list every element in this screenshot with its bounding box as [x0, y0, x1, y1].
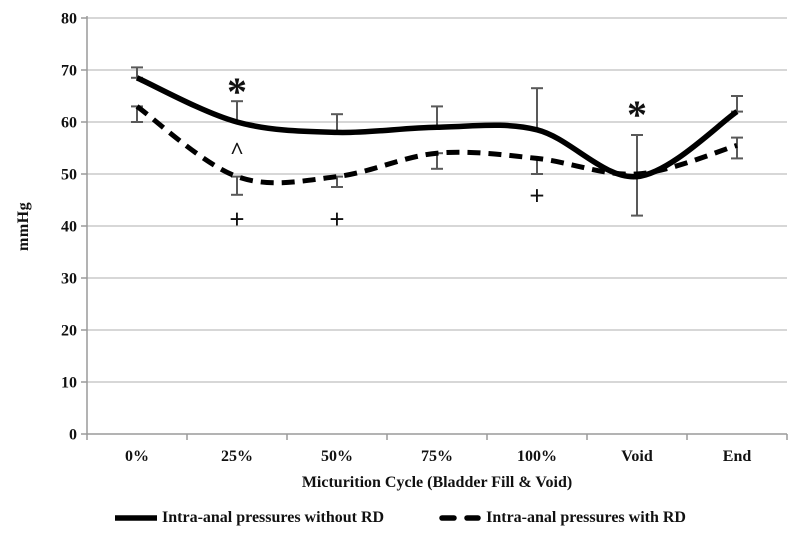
- annotation-plus: +: [229, 204, 244, 234]
- y-tick-label: 60: [61, 115, 77, 132]
- y-tick-label: 70: [61, 63, 77, 80]
- legend-item-without-rd: Intra-anal pressures without RD: [114, 509, 384, 527]
- legend: Intra-anal pressures without RD Intra-an…: [0, 509, 800, 527]
- annotation-plus: +: [529, 181, 544, 211]
- dashed-line-swatch: [439, 515, 481, 521]
- legend-label-with-rd: Intra-anal pressures with RD: [486, 509, 686, 526]
- x-tick-label: End: [723, 448, 752, 465]
- x-tick-label: 100%: [517, 448, 557, 465]
- y-tick-label: 50: [61, 167, 77, 184]
- legend-item-with-rd: Intra-anal pressures with RD: [438, 509, 686, 527]
- legend-label-without-rd: Intra-anal pressures without RD: [162, 509, 385, 526]
- solid-line-swatch: [115, 515, 158, 521]
- annotation-asterisk: *: [227, 69, 247, 114]
- y-tick-label: 20: [61, 323, 77, 340]
- x-tick-label: 75%: [421, 448, 453, 465]
- y-tick-label: 40: [61, 219, 77, 236]
- annotation-caret: ^: [230, 138, 244, 164]
- x-tick-label: 25%: [221, 448, 253, 465]
- y-tick-label: 10: [61, 375, 77, 392]
- x-tick-label: 0%: [125, 448, 149, 465]
- y-tick-label: 30: [61, 271, 77, 288]
- x-axis-title: Micturition Cycle (Bladder Fill & Void): [301, 474, 573, 491]
- x-tick-label: Void: [621, 448, 653, 465]
- line-chart-plot-area: 0 10 20 30 40 50 60 70 80 0% 25% 50% 75% 100% Void End *…: [61, 11, 788, 465]
- annotation-plus: +: [329, 204, 344, 234]
- y-tick-label: 80: [61, 11, 77, 28]
- y-tick-label: 0: [69, 427, 77, 444]
- series-line-solid: [135, 75, 739, 180]
- x-tick-label: 50%: [321, 448, 353, 465]
- annotation-asterisk: *: [627, 92, 647, 137]
